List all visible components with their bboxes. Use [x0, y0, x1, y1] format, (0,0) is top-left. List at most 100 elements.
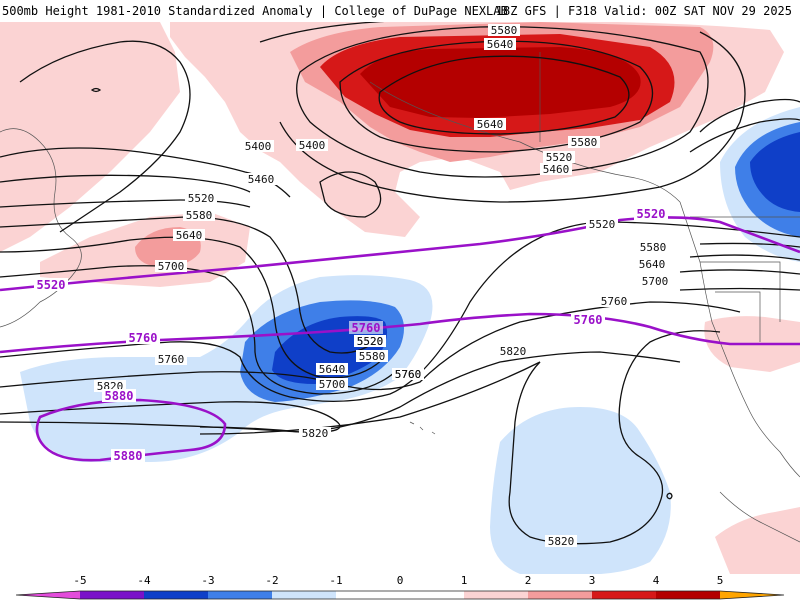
contour-label: 5700: [158, 260, 185, 273]
contour-label-group: 5760: [155, 353, 187, 366]
contour-label: 5520: [589, 218, 616, 231]
contour-label-group: 5820: [497, 345, 529, 358]
contour-line: [90, 87, 102, 93]
contour-label-group: 5640: [636, 258, 668, 271]
legend-swatch: [144, 591, 208, 599]
positive-anomaly-2: [0, 22, 180, 252]
legend-tick: -4: [137, 574, 151, 587]
contour-line: [378, 55, 630, 135]
contour-line: [0, 174, 251, 193]
contour-line: [0, 236, 386, 379]
contour-label-group: 5700: [639, 275, 671, 288]
contour-label: 5760: [395, 368, 422, 381]
highlight-label-group: 5760: [571, 313, 605, 327]
highlight-label-group: 5880: [111, 449, 145, 463]
map-title: 500mb Height 1981-2010 Standardized Anom…: [2, 4, 508, 18]
border-states-1: [700, 261, 781, 322]
contour-label-group: 5580: [568, 136, 600, 149]
contour-line: [259, 22, 746, 203]
legend-swatch: [208, 591, 272, 599]
contour-label: 5700: [642, 275, 669, 288]
contour-label-group: 5820: [299, 427, 331, 440]
contour-label-group: 5580: [488, 24, 520, 37]
legend-tick: 0: [397, 574, 404, 587]
contour-label: 5520: [357, 335, 384, 348]
contour-label-group: 5580: [356, 350, 388, 363]
legend-tick: -2: [265, 574, 278, 587]
highlight-label-group: 5760: [349, 321, 383, 335]
contour-label-group: 5700: [316, 378, 348, 391]
contour-label-group: 5460: [245, 173, 277, 186]
contour-label-group: 5520: [586, 218, 618, 231]
coastline-alaska: [369, 81, 681, 203]
contour-label: 5460: [543, 163, 570, 176]
contour-label: 5520: [357, 335, 384, 348]
legend-swatch: [16, 591, 80, 599]
contour-label: 5460: [248, 173, 275, 186]
contour-label: 5520: [546, 151, 573, 164]
contour-label-group: 5640: [474, 118, 506, 131]
negative-anomaly-7: [750, 132, 800, 212]
highlight-label: 5880: [105, 389, 134, 403]
negative-anomaly-4: [490, 407, 671, 574]
contour-label: 5400: [245, 140, 272, 153]
contour-line: [0, 199, 251, 208]
legend-tick: -1: [329, 574, 342, 587]
contour-label: 5400: [299, 139, 326, 152]
legend-tick: 5: [717, 574, 724, 587]
title-bar: 500mb Height 1981-2010 Standardized Anom…: [0, 0, 800, 22]
highlight-label-group: 5520: [34, 278, 68, 292]
contour-line: [0, 265, 396, 395]
legend-tick: 2: [525, 574, 532, 587]
coastlines: [0, 52, 800, 543]
legend-swatch: [80, 591, 144, 599]
highlight-label: 5880: [114, 449, 143, 463]
legend-swatch: [592, 591, 656, 599]
contour-line: [689, 98, 800, 153]
contour-label: 5520: [188, 192, 215, 205]
contour-label-group: 5640: [173, 229, 205, 242]
contour-label: 5820: [500, 345, 527, 358]
islands-hawaii: [409, 421, 436, 435]
contour-label: 5580: [359, 350, 386, 363]
contour-line: [0, 301, 741, 391]
legend-swatch: [400, 591, 464, 599]
contour-label: 5640: [639, 258, 666, 271]
coastline-mexico: [719, 491, 800, 543]
model-valid-time: 18Z GFS | F318 Valid: 00Z SAT NOV 29 202…: [495, 4, 792, 18]
contour-label-group: 5400: [296, 139, 328, 152]
contour-line: [0, 351, 681, 433]
highlight-labels: 5520 5520 5760 5760 5760 5880: [34, 207, 668, 463]
contour-label-group: 5760: [395, 368, 422, 381]
coastline-asia: [0, 128, 82, 328]
contour-line: [666, 492, 673, 500]
contour-label-group: 5520: [543, 151, 575, 164]
contour-label: 5640: [176, 229, 203, 242]
legend-swatch: [720, 591, 784, 599]
legend-ticks: -5 -4 -3 -2 -1 0 1 2 3 4 5: [73, 574, 723, 587]
contour-line: [319, 171, 382, 218]
contour-label: 5760: [395, 368, 422, 381]
contour-label-group: 5520: [185, 192, 217, 205]
contour-label: 5820: [548, 535, 575, 548]
positive-anomaly-9: [715, 507, 800, 574]
legend-swatches: [15, 590, 785, 600]
contour-line: [296, 26, 709, 178]
contour-label: 5580: [186, 209, 213, 222]
contour-line: [19, 40, 191, 233]
highlight-label: 5760: [574, 313, 603, 327]
highlight-label-group: 5760: [126, 331, 160, 345]
contour-label-group: 5640: [316, 363, 348, 376]
highlight-label: 5760: [129, 331, 158, 345]
legend-tick: -5: [73, 574, 86, 587]
contour-5760-purple: [0, 312, 800, 354]
contour-label-group: 5760: [598, 295, 630, 308]
contour-label: 5640: [319, 363, 346, 376]
contour-label: 5700: [319, 378, 346, 391]
contour-label: 5640: [477, 118, 504, 131]
legend-swatch: [528, 591, 592, 599]
contour-label: 5580: [491, 24, 518, 37]
legend-tick: 3: [589, 574, 596, 587]
contour-label: 5580: [640, 241, 667, 254]
